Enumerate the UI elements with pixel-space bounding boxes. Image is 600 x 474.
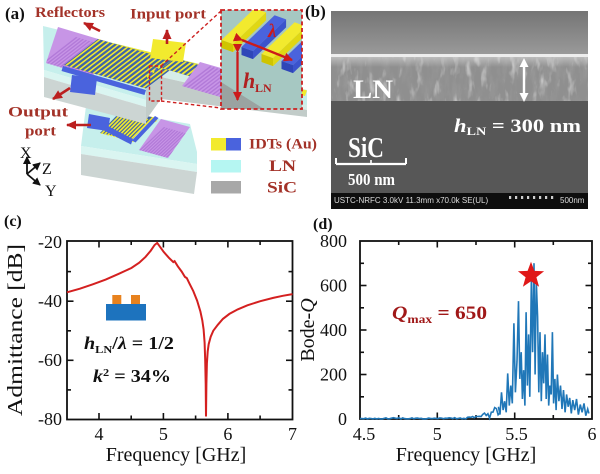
svg-text:-80: -80: [38, 409, 62, 429]
svg-text:h: h: [243, 68, 255, 93]
svg-text:LN: LN: [255, 81, 272, 95]
svg-text:400: 400: [320, 320, 347, 340]
svg-text:600: 600: [320, 276, 347, 296]
svg-text:hLN/λ = 1/2: hLN/λ = 1/2: [84, 333, 174, 356]
svg-text:4: 4: [95, 424, 104, 444]
svg-text:LN: LN: [269, 158, 296, 175]
svg-text:7: 7: [288, 424, 297, 444]
svg-text:200: 200: [320, 365, 347, 385]
svg-text:LN: LN: [353, 75, 393, 104]
svg-text:Admittance [dB]: Admittance [dB]: [3, 244, 27, 416]
svg-text:SiC: SiC: [267, 180, 297, 197]
svg-text:Reflectors: Reflectors: [35, 5, 105, 21]
svg-text:Bode-Q: Bode-Q: [300, 298, 319, 362]
svg-text:-40: -40: [38, 291, 62, 311]
svg-text:SiC: SiC: [348, 132, 384, 164]
svg-text:λ: λ: [267, 21, 276, 42]
svg-text:5: 5: [159, 424, 168, 444]
svg-text:X: X: [20, 145, 32, 162]
svg-text:Z: Z: [42, 161, 52, 178]
svg-text:port: port: [25, 124, 56, 140]
svg-text:0: 0: [338, 409, 347, 429]
svg-text:5.5: 5.5: [505, 424, 528, 444]
svg-text:6: 6: [223, 424, 232, 444]
svg-text:800: 800: [320, 231, 347, 251]
svg-text:4.5: 4.5: [353, 424, 376, 444]
svg-text:Output: Output: [8, 105, 68, 121]
svg-text:Y: Y: [45, 183, 57, 200]
svg-text:Frequency [GHz]: Frequency [GHz]: [106, 444, 247, 466]
svg-text:(a): (a): [5, 4, 25, 23]
svg-text:-60: -60: [38, 350, 62, 370]
svg-text:Frequency [GHz]: Frequency [GHz]: [396, 444, 537, 466]
svg-text:6: 6: [588, 424, 597, 444]
svg-text:Input port: Input port: [130, 7, 206, 23]
svg-text:k2 = 34%: k2 = 34%: [93, 366, 171, 386]
svg-text:hLN = 300 nm: h LN = 300 nm: [454, 116, 581, 138]
svg-text:500 nm: 500 nm: [348, 170, 395, 189]
svg-text:5: 5: [433, 424, 442, 444]
svg-text:IDTs (Au): IDTs (Au): [249, 137, 317, 153]
svg-text:-20: -20: [38, 232, 62, 252]
